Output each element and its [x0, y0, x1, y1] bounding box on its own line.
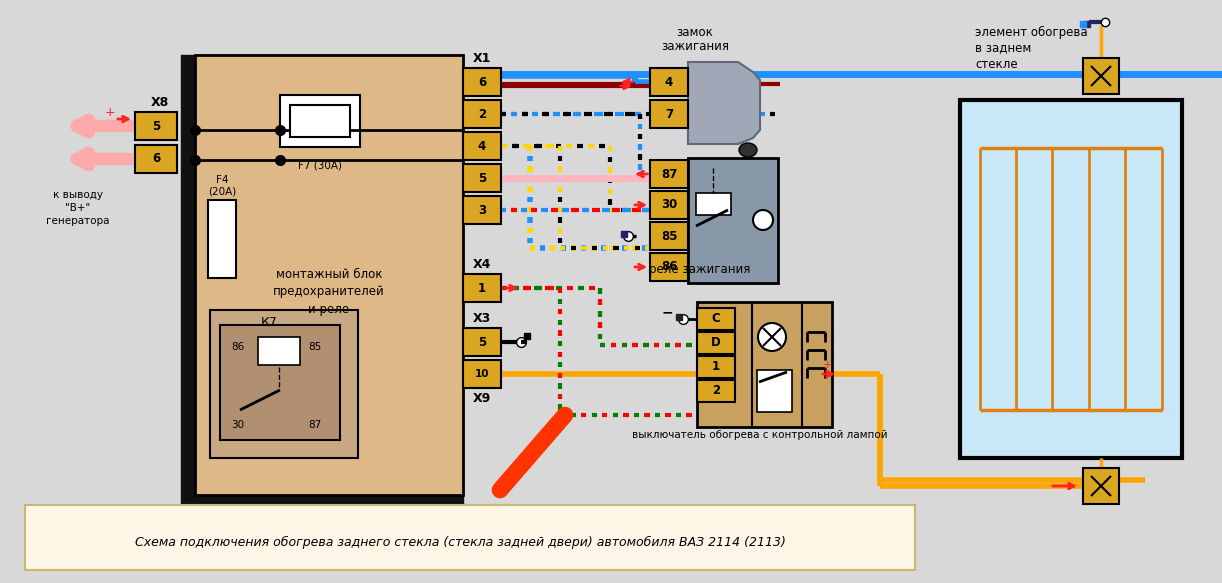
Text: "В+": "В+"	[65, 203, 90, 213]
Text: и реле: и реле	[308, 303, 349, 315]
Text: +: +	[105, 107, 115, 120]
Bar	[1083, 468, 1119, 504]
Bar	[258, 337, 299, 365]
Bar	[220, 325, 340, 440]
Text: замок: замок	[677, 26, 714, 38]
Text: предохранителей: предохранителей	[274, 286, 385, 298]
Text: 1: 1	[478, 282, 486, 294]
Text: 5: 5	[478, 335, 486, 349]
Bar	[290, 105, 349, 137]
Text: 86: 86	[231, 342, 244, 352]
Bar	[196, 55, 463, 495]
Text: 10: 10	[475, 369, 489, 379]
Ellipse shape	[739, 143, 756, 157]
Bar	[463, 132, 501, 160]
Text: 1: 1	[712, 360, 720, 374]
Polygon shape	[688, 62, 760, 144]
Text: 5: 5	[478, 171, 486, 184]
Text: генератора: генератора	[46, 216, 110, 226]
Bar	[181, 495, 463, 509]
Text: 30: 30	[231, 420, 244, 430]
Bar	[650, 191, 688, 219]
Text: зажигания: зажигания	[661, 40, 730, 52]
Text: C: C	[711, 312, 721, 325]
Text: 2: 2	[712, 385, 720, 398]
Bar	[697, 356, 734, 378]
Bar	[697, 302, 832, 427]
Text: к выводу: к выводу	[53, 190, 103, 200]
Circle shape	[758, 323, 786, 351]
Text: X8: X8	[150, 97, 169, 110]
Text: 6: 6	[152, 153, 160, 166]
Text: К7: К7	[260, 315, 277, 328]
Text: 87: 87	[308, 420, 321, 430]
Bar	[280, 95, 360, 147]
Text: 85: 85	[308, 342, 321, 352]
Text: 30: 30	[661, 198, 677, 212]
Text: F7 (30А): F7 (30А)	[298, 160, 342, 170]
Bar	[181, 55, 196, 495]
Text: 5: 5	[152, 120, 160, 132]
Bar	[210, 310, 358, 458]
Text: F4: F4	[216, 175, 229, 185]
Bar	[463, 100, 501, 128]
Bar	[650, 160, 688, 188]
Text: реле зажигания: реле зажигания	[649, 264, 750, 276]
Bar	[650, 68, 688, 96]
Text: −: −	[661, 305, 673, 319]
Bar	[134, 145, 177, 173]
Text: 86: 86	[661, 261, 677, 273]
Bar	[697, 332, 734, 354]
Bar	[756, 370, 792, 412]
Bar	[697, 380, 734, 402]
Text: монтажный блок: монтажный блок	[276, 269, 382, 282]
Text: 7: 7	[665, 107, 673, 121]
Text: 85: 85	[661, 230, 677, 243]
Text: X1: X1	[473, 51, 491, 65]
Bar	[697, 308, 734, 330]
Text: элемент обогрева: элемент обогрева	[975, 26, 1088, 38]
Text: 4: 4	[478, 139, 486, 153]
Text: 3: 3	[478, 203, 486, 216]
Bar	[960, 100, 1182, 458]
Bar	[463, 360, 501, 388]
Text: D: D	[711, 336, 721, 349]
Bar	[463, 328, 501, 356]
Bar	[463, 196, 501, 224]
Bar	[650, 222, 688, 250]
Text: X4: X4	[473, 258, 491, 272]
Text: X9: X9	[473, 392, 491, 405]
Bar	[463, 68, 501, 96]
Bar	[463, 164, 501, 192]
Bar	[650, 253, 688, 281]
Bar	[463, 274, 501, 302]
Bar	[688, 158, 778, 283]
Circle shape	[753, 210, 774, 230]
Text: 6: 6	[478, 76, 486, 89]
Text: +: +	[822, 360, 832, 370]
Text: Схема подключения обогрева заднего стекла (стекла задней двери) автомобиля ВАЗ 2: Схема подключения обогрева заднего стекл…	[134, 535, 786, 549]
Text: X3: X3	[473, 311, 491, 325]
Text: 2: 2	[478, 107, 486, 121]
Bar	[134, 112, 177, 140]
Bar	[697, 193, 731, 215]
Bar	[24, 505, 915, 570]
Text: 87: 87	[661, 167, 677, 181]
Bar	[208, 200, 236, 278]
Bar	[1083, 58, 1119, 94]
Text: стекле: стекле	[975, 58, 1018, 71]
Text: в заднем: в заднем	[975, 41, 1031, 54]
Text: 4: 4	[665, 76, 673, 89]
Text: (20А): (20А)	[208, 187, 236, 197]
Text: выключатель обогрева с контрольной лампой: выключатель обогрева с контрольной лампо…	[632, 430, 888, 440]
Bar	[650, 100, 688, 128]
